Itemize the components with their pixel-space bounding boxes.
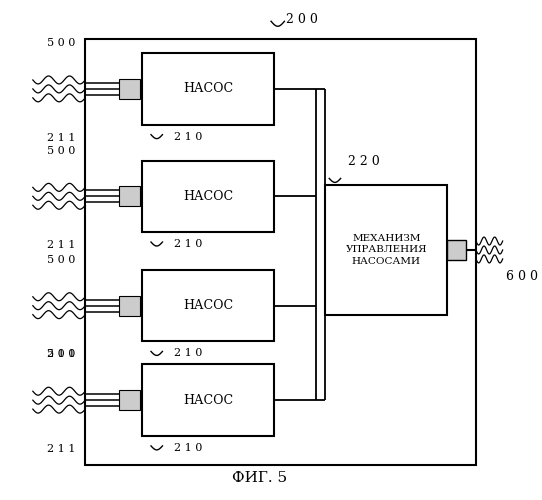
Bar — [143, 53, 274, 125]
Text: НАСОС: НАСОС — [183, 82, 233, 96]
Text: НАСОС: НАСОС — [183, 190, 233, 203]
Bar — [143, 270, 274, 342]
Bar — [119, 390, 140, 410]
Text: 2 1 0: 2 1 0 — [174, 239, 202, 249]
Bar — [325, 186, 447, 314]
Text: 6 0 0: 6 0 0 — [506, 270, 538, 283]
Text: 5 0 0: 5 0 0 — [47, 38, 76, 48]
Bar — [143, 364, 274, 436]
Text: 2 1 1: 2 1 1 — [47, 444, 76, 454]
Text: 5 0 0: 5 0 0 — [47, 255, 76, 265]
Bar — [447, 240, 467, 260]
Text: 2 2 0: 2 2 0 — [347, 156, 379, 168]
Text: 5 0 0: 5 0 0 — [47, 350, 76, 360]
Text: НАСОС: НАСОС — [183, 299, 233, 312]
Text: 2 1 0: 2 1 0 — [174, 443, 202, 453]
Text: 2 1 0: 2 1 0 — [174, 348, 202, 358]
Text: 2 1 1: 2 1 1 — [47, 350, 76, 360]
Text: 2 1 0: 2 1 0 — [174, 132, 202, 141]
Bar — [143, 160, 274, 232]
Text: ФИГ. 5: ФИГ. 5 — [232, 470, 287, 484]
Bar — [119, 79, 140, 99]
Bar — [85, 39, 476, 465]
Text: МЕХАНИЗМ
УПРАВЛЕНИЯ
НАСОСАМИ: МЕХАНИЗМ УПРАВЛЕНИЯ НАСОСАМИ — [346, 234, 427, 266]
Text: 2 1 1: 2 1 1 — [47, 240, 76, 250]
Text: 5 0 0: 5 0 0 — [47, 146, 76, 156]
Bar — [119, 186, 140, 206]
Text: 2 1 1: 2 1 1 — [47, 132, 76, 142]
Text: НАСОС: НАСОС — [183, 394, 233, 406]
Bar — [119, 296, 140, 316]
Text: 2 0 0: 2 0 0 — [286, 14, 318, 26]
